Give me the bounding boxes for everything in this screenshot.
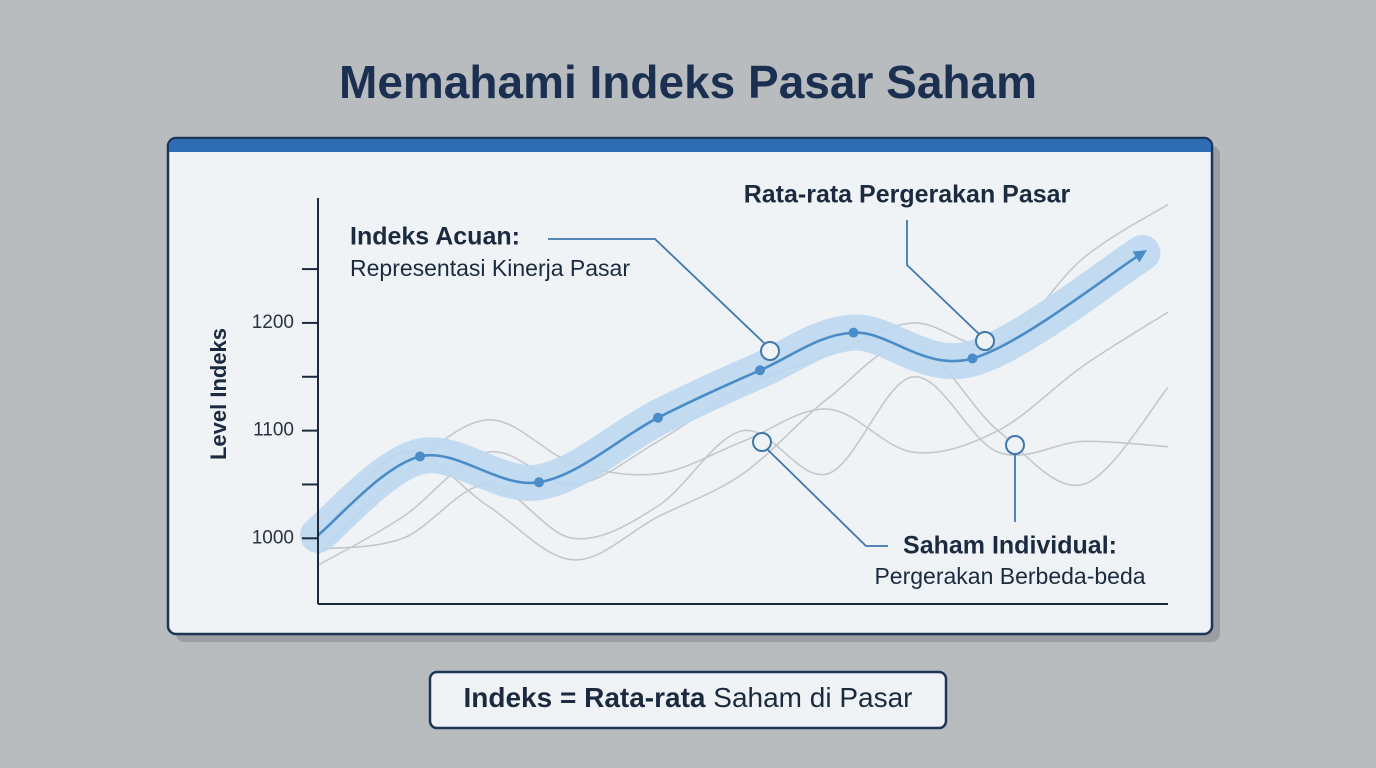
formula-box	[428, 670, 948, 730]
y-tick-label: 1100	[253, 420, 294, 441]
annotation-title: Indeks Acuan:	[350, 223, 520, 251]
stock-line	[317, 311, 1169, 556]
index-point	[534, 477, 544, 488]
annotation-text: Representasi Kinerja Pasar	[350, 255, 630, 281]
callout-circles	[752, 331, 1025, 455]
annotation-title: Rata-rata Pergerakan Pasar	[744, 181, 1071, 209]
callout-circle	[760, 341, 780, 361]
callout-circle	[1005, 435, 1025, 455]
card-header-bar	[169, 139, 1211, 152]
stock-line	[317, 375, 1169, 550]
formula: Indeks = Rata-rata Saham di Pasar	[464, 682, 913, 713]
index-point	[755, 365, 765, 376]
leader-line	[906, 220, 980, 335]
plot: 1000 1100 1200	[252, 198, 1169, 605]
callout-circle	[752, 432, 772, 452]
index-point	[653, 412, 663, 423]
leader-line	[767, 449, 888, 547]
index-point	[848, 327, 859, 338]
annotation-title: Saham Individual:	[903, 532, 1117, 560]
callout-circle	[975, 331, 995, 351]
leaders	[548, 220, 1016, 547]
formula-rest: Saham di Pasar	[706, 682, 913, 713]
formula-bold: Indeks = Rata-rata	[464, 682, 706, 713]
leader-line	[548, 238, 765, 344]
y-axis-label: Level Indeks	[206, 328, 231, 460]
annotation-text: Pergerakan Berbeda-beda	[874, 563, 1145, 589]
title: Memahami Indeks Pasar Saham	[339, 56, 1037, 108]
y-tick-label: 1000	[252, 527, 294, 548]
stock-line	[317, 343, 1169, 561]
y-tick-label: 1200	[252, 312, 294, 333]
index-point	[415, 451, 425, 462]
index-point	[967, 353, 978, 364]
